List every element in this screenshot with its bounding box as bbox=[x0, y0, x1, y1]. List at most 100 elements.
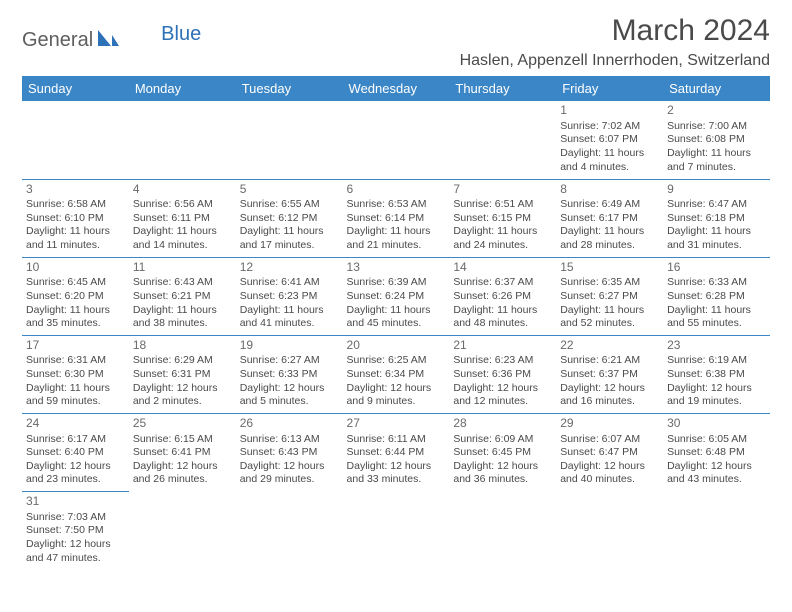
day-sunrise: Sunrise: 7:03 AM bbox=[26, 511, 125, 525]
day-day1: Daylight: 11 hours bbox=[453, 225, 552, 239]
page-header: General Blue March 2024 Haslen, Appenzel… bbox=[22, 14, 770, 70]
logo: General Blue bbox=[22, 28, 201, 53]
day-sunset: Sunset: 6:08 PM bbox=[667, 133, 766, 147]
day-sunrise: Sunrise: 6:51 AM bbox=[453, 198, 552, 212]
calendar-day-cell bbox=[343, 492, 450, 570]
day-number: 15 bbox=[560, 260, 659, 276]
day-sunrise: Sunrise: 6:09 AM bbox=[453, 433, 552, 447]
weekday-header: Thursday bbox=[449, 76, 556, 101]
calendar-day-cell: 5Sunrise: 6:55 AMSunset: 6:12 PMDaylight… bbox=[236, 179, 343, 257]
day-day1: Daylight: 12 hours bbox=[667, 460, 766, 474]
calendar-day-cell: 23Sunrise: 6:19 AMSunset: 6:38 PMDayligh… bbox=[663, 335, 770, 413]
day-day2: and 33 minutes. bbox=[347, 473, 446, 487]
day-number: 3 bbox=[26, 182, 125, 198]
day-sunset: Sunset: 6:24 PM bbox=[347, 290, 446, 304]
day-sunrise: Sunrise: 6:58 AM bbox=[26, 198, 125, 212]
day-number: 5 bbox=[240, 182, 339, 198]
calendar-day-cell: 14Sunrise: 6:37 AMSunset: 6:26 PMDayligh… bbox=[449, 257, 556, 335]
day-sunrise: Sunrise: 6:35 AM bbox=[560, 276, 659, 290]
day-day1: Daylight: 12 hours bbox=[453, 382, 552, 396]
day-day1: Daylight: 11 hours bbox=[133, 304, 232, 318]
day-sunset: Sunset: 6:36 PM bbox=[453, 368, 552, 382]
day-sunrise: Sunrise: 6:45 AM bbox=[26, 276, 125, 290]
day-sunrise: Sunrise: 6:19 AM bbox=[667, 354, 766, 368]
day-sunset: Sunset: 6:44 PM bbox=[347, 446, 446, 460]
day-day1: Daylight: 11 hours bbox=[667, 304, 766, 318]
day-sunset: Sunset: 6:30 PM bbox=[26, 368, 125, 382]
day-sunset: Sunset: 6:47 PM bbox=[560, 446, 659, 460]
day-day1: Daylight: 11 hours bbox=[26, 225, 125, 239]
month-title: March 2024 bbox=[460, 14, 770, 48]
day-day2: and 12 minutes. bbox=[453, 395, 552, 409]
day-number: 21 bbox=[453, 338, 552, 354]
day-number: 4 bbox=[133, 182, 232, 198]
calendar-week-row: 3Sunrise: 6:58 AMSunset: 6:10 PMDaylight… bbox=[22, 179, 770, 257]
day-sunrise: Sunrise: 6:49 AM bbox=[560, 198, 659, 212]
day-day2: and 16 minutes. bbox=[560, 395, 659, 409]
day-day2: and 21 minutes. bbox=[347, 239, 446, 253]
day-number: 24 bbox=[26, 416, 125, 432]
calendar-day-cell: 27Sunrise: 6:11 AMSunset: 6:44 PMDayligh… bbox=[343, 413, 450, 491]
day-sunset: Sunset: 6:26 PM bbox=[453, 290, 552, 304]
day-day2: and 14 minutes. bbox=[133, 239, 232, 253]
day-sunset: Sunset: 7:50 PM bbox=[26, 524, 125, 538]
day-number: 22 bbox=[560, 338, 659, 354]
weekday-header: Sunday bbox=[22, 76, 129, 101]
day-sunrise: Sunrise: 6:56 AM bbox=[133, 198, 232, 212]
day-number: 9 bbox=[667, 182, 766, 198]
day-day2: and 59 minutes. bbox=[26, 395, 125, 409]
calendar-day-cell bbox=[129, 492, 236, 570]
day-sunrise: Sunrise: 6:37 AM bbox=[453, 276, 552, 290]
day-day1: Daylight: 11 hours bbox=[667, 147, 766, 161]
calendar-day-cell: 3Sunrise: 6:58 AMSunset: 6:10 PMDaylight… bbox=[22, 179, 129, 257]
calendar-day-cell: 22Sunrise: 6:21 AMSunset: 6:37 PMDayligh… bbox=[556, 335, 663, 413]
day-number: 8 bbox=[560, 182, 659, 198]
day-day2: and 41 minutes. bbox=[240, 317, 339, 331]
calendar-day-cell: 6Sunrise: 6:53 AMSunset: 6:14 PMDaylight… bbox=[343, 179, 450, 257]
weekday-header-row: Sunday Monday Tuesday Wednesday Thursday… bbox=[22, 76, 770, 101]
calendar-week-row: 1Sunrise: 7:02 AMSunset: 6:07 PMDaylight… bbox=[22, 101, 770, 179]
day-day1: Daylight: 11 hours bbox=[26, 382, 125, 396]
calendar-day-cell: 19Sunrise: 6:27 AMSunset: 6:33 PMDayligh… bbox=[236, 335, 343, 413]
day-number: 10 bbox=[26, 260, 125, 276]
day-day2: and 26 minutes. bbox=[133, 473, 232, 487]
day-sunset: Sunset: 6:23 PM bbox=[240, 290, 339, 304]
calendar-day-cell: 10Sunrise: 6:45 AMSunset: 6:20 PMDayligh… bbox=[22, 257, 129, 335]
day-sunrise: Sunrise: 6:31 AM bbox=[26, 354, 125, 368]
day-sunrise: Sunrise: 6:27 AM bbox=[240, 354, 339, 368]
day-number: 7 bbox=[453, 182, 552, 198]
day-sunset: Sunset: 6:18 PM bbox=[667, 212, 766, 226]
day-day2: and 9 minutes. bbox=[347, 395, 446, 409]
day-number: 16 bbox=[667, 260, 766, 276]
calendar-week-row: 31Sunrise: 7:03 AMSunset: 7:50 PMDayligh… bbox=[22, 492, 770, 570]
day-sunrise: Sunrise: 6:43 AM bbox=[133, 276, 232, 290]
day-day1: Daylight: 12 hours bbox=[240, 460, 339, 474]
day-sunset: Sunset: 6:33 PM bbox=[240, 368, 339, 382]
day-sunrise: Sunrise: 6:23 AM bbox=[453, 354, 552, 368]
day-day1: Daylight: 11 hours bbox=[240, 304, 339, 318]
day-sunrise: Sunrise: 6:07 AM bbox=[560, 433, 659, 447]
day-number: 13 bbox=[347, 260, 446, 276]
day-sunset: Sunset: 6:37 PM bbox=[560, 368, 659, 382]
day-day2: and 36 minutes. bbox=[453, 473, 552, 487]
calendar-day-cell: 7Sunrise: 6:51 AMSunset: 6:15 PMDaylight… bbox=[449, 179, 556, 257]
calendar-day-cell bbox=[663, 492, 770, 570]
day-number: 26 bbox=[240, 416, 339, 432]
day-day2: and 28 minutes. bbox=[560, 239, 659, 253]
day-day2: and 29 minutes. bbox=[240, 473, 339, 487]
day-number: 2 bbox=[667, 103, 766, 119]
day-day1: Daylight: 11 hours bbox=[560, 147, 659, 161]
calendar-day-cell: 26Sunrise: 6:13 AMSunset: 6:43 PMDayligh… bbox=[236, 413, 343, 491]
day-day2: and 31 minutes. bbox=[667, 239, 766, 253]
day-day2: and 43 minutes. bbox=[667, 473, 766, 487]
day-sunrise: Sunrise: 7:00 AM bbox=[667, 120, 766, 134]
day-sunrise: Sunrise: 6:55 AM bbox=[240, 198, 339, 212]
logo-sail-icon bbox=[97, 28, 119, 53]
calendar-table: Sunday Monday Tuesday Wednesday Thursday… bbox=[22, 76, 770, 570]
calendar-day-cell: 18Sunrise: 6:29 AMSunset: 6:31 PMDayligh… bbox=[129, 335, 236, 413]
calendar-day-cell: 11Sunrise: 6:43 AMSunset: 6:21 PMDayligh… bbox=[129, 257, 236, 335]
day-day2: and 35 minutes. bbox=[26, 317, 125, 331]
location-subtitle: Haslen, Appenzell Innerrhoden, Switzerla… bbox=[460, 52, 770, 70]
day-day1: Daylight: 11 hours bbox=[560, 225, 659, 239]
day-sunrise: Sunrise: 6:41 AM bbox=[240, 276, 339, 290]
